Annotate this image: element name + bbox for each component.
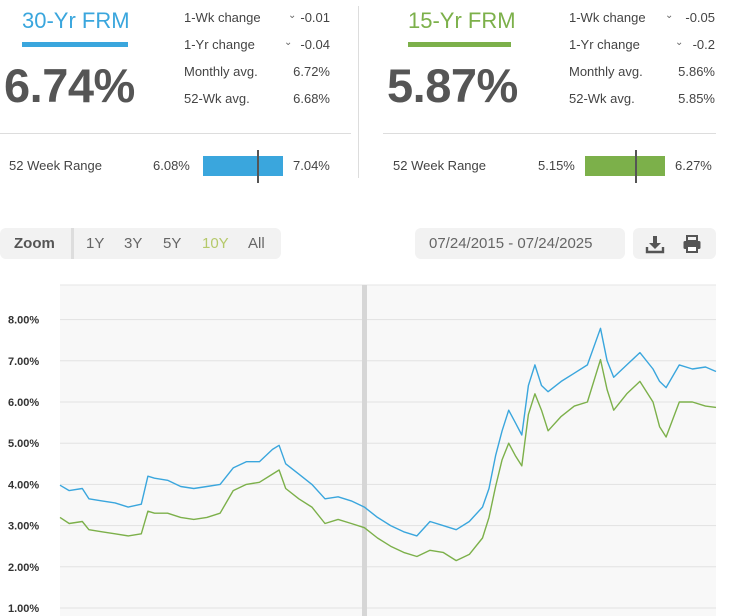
stat-row: 1-Yr change ⌄ -0.2	[569, 35, 715, 62]
stat-value: -0.04	[300, 37, 330, 52]
stat-value: -0.01	[300, 10, 330, 25]
zoom-all-button[interactable]: All	[248, 235, 265, 252]
stat-row: Monthly avg. 6.72%	[184, 62, 330, 89]
stat-row: 52-Wk avg. 5.85%	[569, 89, 715, 116]
frm30-title[interactable]: 30-Yr FRM	[22, 8, 130, 33]
printer-icon[interactable]	[682, 234, 702, 254]
y-tick-label: 5.00%	[8, 438, 39, 450]
divider	[383, 133, 716, 134]
range-high: 7.04%	[293, 158, 330, 173]
frm30-stats: 1-Wk change ⌄ -0.01 1-Yr change ⌄ -0.04 …	[184, 8, 330, 116]
stat-label: 52-Wk avg.	[569, 91, 635, 106]
date-range-picker[interactable]: 07/24/2015 - 07/24/2025	[415, 228, 625, 259]
chart-actions	[633, 228, 716, 259]
chevron-down-icon: ⌄	[288, 10, 297, 21]
stat-value: 5.85%	[678, 91, 715, 106]
frm30-title-underline	[22, 42, 128, 47]
range-label: 52 Week Range	[9, 158, 102, 173]
stat-label: Monthly avg.	[184, 64, 258, 79]
zoom-bar: Zoom 1Y 3Y 5Y 10Y All	[0, 228, 281, 259]
range-marker	[635, 150, 638, 183]
stat-row: 52-Wk avg. 6.68%	[184, 89, 330, 116]
stat-label: 1-Yr change	[569, 37, 640, 52]
chevron-down-icon: ⌄	[665, 10, 674, 21]
range-high: 6.27%	[675, 158, 712, 173]
panel-divider	[358, 6, 359, 178]
stat-value: -0.05	[685, 10, 715, 25]
stat-label: 52-Wk avg.	[184, 91, 250, 106]
stat-row: 1-Wk change ⌄ -0.01	[184, 8, 330, 35]
crosshair-line	[362, 285, 367, 616]
chevron-down-icon: ⌄	[675, 37, 684, 48]
y-tick-label: 8.00%	[8, 315, 39, 327]
y-tick-label: 1.00%	[8, 603, 39, 615]
plot-area	[60, 285, 716, 616]
date-range-text: 07/24/2015 - 07/24/2025	[429, 235, 593, 252]
stat-label: 1-Yr change	[184, 37, 255, 52]
y-tick-label: 7.00%	[8, 356, 39, 368]
frm30-series-line	[59, 327, 717, 537]
frm30-rate: 6.74%	[4, 59, 135, 112]
frm15-stats: 1-Wk change ⌄ -0.05 1-Yr change ⌄ -0.2 M…	[569, 8, 715, 116]
stat-row: 1-Yr change ⌄ -0.04	[184, 35, 330, 62]
frm15-title-underline	[408, 42, 511, 47]
chevron-down-icon: ⌄	[284, 37, 293, 48]
stat-value: 6.68%	[293, 91, 330, 106]
y-tick-label: 4.00%	[8, 479, 39, 491]
zoom-3y-button[interactable]: 3Y	[124, 235, 143, 252]
zoom-label: Zoom	[14, 235, 55, 252]
stat-value: -0.2	[692, 37, 715, 52]
frm15-title[interactable]: 15-Yr FRM	[408, 8, 516, 33]
stat-value: 5.86%	[678, 64, 715, 79]
rate-history-chart: 1.00% 2.00% 3.00% 4.00% 5.00% 6.00% 7.00% 8.00%	[8, 284, 717, 616]
zoom-1y-button[interactable]: 1Y	[86, 235, 105, 252]
stat-label: Monthly avg.	[569, 64, 643, 79]
range-low: 6.08%	[153, 158, 190, 173]
frm15-series-line	[59, 358, 717, 562]
range-bar	[203, 150, 283, 183]
download-icon[interactable]	[645, 234, 665, 254]
zoom-separator	[71, 228, 74, 259]
stat-value: 6.72%	[293, 64, 330, 79]
zoom-10y-button[interactable]: 10Y	[202, 235, 229, 252]
stat-label: 1-Wk change	[569, 10, 646, 25]
range-bar	[585, 150, 665, 183]
range-marker	[257, 150, 260, 183]
y-tick-label: 3.00%	[8, 521, 39, 533]
y-tick-label: 2.00%	[8, 562, 39, 574]
divider	[0, 133, 351, 134]
stat-label: 1-Wk change	[184, 10, 261, 25]
frm15-rate: 5.87%	[387, 59, 518, 112]
range-label: 52 Week Range	[393, 158, 486, 173]
range-low: 5.15%	[538, 158, 575, 173]
y-tick-label: 6.00%	[8, 397, 39, 409]
stat-row: Monthly avg. 5.86%	[569, 62, 715, 89]
stat-row: 1-Wk change ⌄ -0.05	[569, 8, 715, 35]
zoom-5y-button[interactable]: 5Y	[163, 235, 182, 252]
